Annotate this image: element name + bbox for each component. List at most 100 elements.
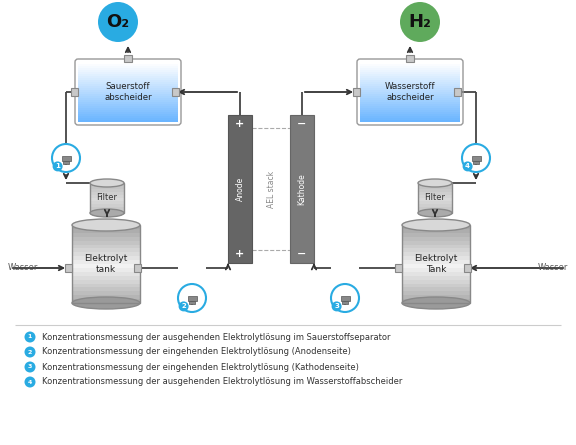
Bar	[78, 104, 178, 106]
Circle shape	[25, 376, 36, 388]
Text: Filter: Filter	[425, 194, 445, 202]
Circle shape	[400, 2, 440, 42]
Text: Filter: Filter	[97, 194, 118, 202]
Bar	[90, 210, 124, 213]
Bar	[78, 72, 178, 74]
Bar	[78, 112, 178, 114]
Text: Konzentrationsmessung der ausgehenden Elektrolytlösung im Sauerstoffseparator: Konzentrationsmessung der ausgehenden El…	[42, 332, 391, 341]
Bar	[402, 276, 470, 279]
Bar	[78, 78, 178, 80]
Bar	[418, 204, 452, 207]
Bar	[78, 96, 178, 98]
Bar	[72, 260, 140, 264]
Bar	[72, 268, 140, 272]
Bar	[418, 207, 452, 210]
Bar	[402, 237, 470, 241]
Bar	[402, 260, 470, 264]
Bar	[78, 68, 178, 70]
Bar	[402, 279, 470, 283]
Bar	[402, 244, 470, 248]
Circle shape	[98, 2, 138, 42]
Text: Konzentrationsmessung der eingehenden Elektrolytlösung (Kathodenseite): Konzentrationsmessung der eingehenden El…	[42, 363, 359, 372]
Bar	[78, 100, 178, 102]
Bar	[72, 233, 140, 237]
Text: 3: 3	[334, 303, 339, 309]
Bar	[360, 66, 460, 68]
Bar	[418, 201, 452, 204]
Circle shape	[52, 162, 63, 171]
Bar	[402, 248, 470, 252]
Bar	[360, 72, 460, 74]
Bar	[72, 279, 140, 283]
Bar	[90, 195, 124, 198]
Text: 2: 2	[28, 349, 32, 355]
Text: 2: 2	[181, 303, 186, 309]
Bar	[78, 62, 178, 64]
Bar	[360, 120, 460, 122]
Circle shape	[331, 284, 359, 312]
Bar	[402, 264, 470, 268]
Circle shape	[332, 301, 342, 312]
Bar	[78, 76, 178, 78]
Bar	[360, 96, 460, 98]
Text: −: −	[297, 249, 306, 259]
Bar	[72, 291, 140, 295]
Bar	[72, 299, 140, 303]
Text: 4: 4	[465, 163, 470, 170]
Bar	[418, 198, 452, 201]
Bar	[228, 115, 252, 263]
Bar	[78, 84, 178, 86]
Bar	[360, 82, 460, 84]
Bar	[78, 120, 178, 122]
Bar	[78, 74, 178, 76]
Bar	[72, 295, 140, 299]
Bar	[406, 55, 414, 62]
Bar	[78, 108, 178, 110]
Text: Wasserstoff
abscheider: Wasserstoff abscheider	[385, 82, 435, 102]
Bar	[395, 264, 401, 272]
Circle shape	[25, 361, 36, 372]
Ellipse shape	[72, 219, 140, 231]
Bar	[360, 94, 460, 96]
Bar	[72, 225, 140, 229]
Bar	[90, 204, 124, 207]
Bar	[360, 88, 460, 90]
Bar	[90, 189, 124, 192]
Bar	[360, 112, 460, 114]
Bar	[78, 90, 178, 92]
Text: +: +	[236, 119, 245, 129]
Text: Konzentrationsmessung der eingehenden Elektrolytlösung (Anodenseite): Konzentrationsmessung der eingehenden El…	[42, 348, 351, 356]
Bar	[360, 76, 460, 78]
Bar	[78, 116, 178, 118]
Bar	[78, 70, 178, 72]
Text: Wasser: Wasser	[8, 263, 39, 272]
Text: −: −	[297, 119, 306, 129]
Bar	[90, 186, 124, 189]
Ellipse shape	[402, 219, 470, 231]
Bar	[72, 244, 140, 248]
Bar	[134, 264, 141, 272]
Bar	[78, 82, 178, 84]
Bar	[65, 264, 71, 272]
Bar	[78, 94, 178, 96]
Bar	[78, 114, 178, 116]
Bar	[402, 233, 470, 237]
Bar	[78, 110, 178, 112]
Bar	[90, 207, 124, 210]
Bar	[402, 225, 470, 229]
Circle shape	[463, 162, 472, 171]
Bar	[78, 106, 178, 108]
Bar	[418, 192, 452, 195]
Bar	[72, 225, 140, 303]
Bar	[360, 84, 460, 86]
Text: Elektrolyt
tank: Elektrolyt tank	[84, 254, 128, 274]
Bar	[402, 291, 470, 295]
Bar	[360, 70, 460, 72]
Text: Kathode: Kathode	[297, 173, 306, 205]
Circle shape	[179, 301, 188, 312]
Bar	[360, 114, 460, 116]
Bar	[402, 229, 470, 233]
Circle shape	[462, 144, 490, 172]
Bar	[418, 186, 452, 189]
Bar	[360, 106, 460, 108]
